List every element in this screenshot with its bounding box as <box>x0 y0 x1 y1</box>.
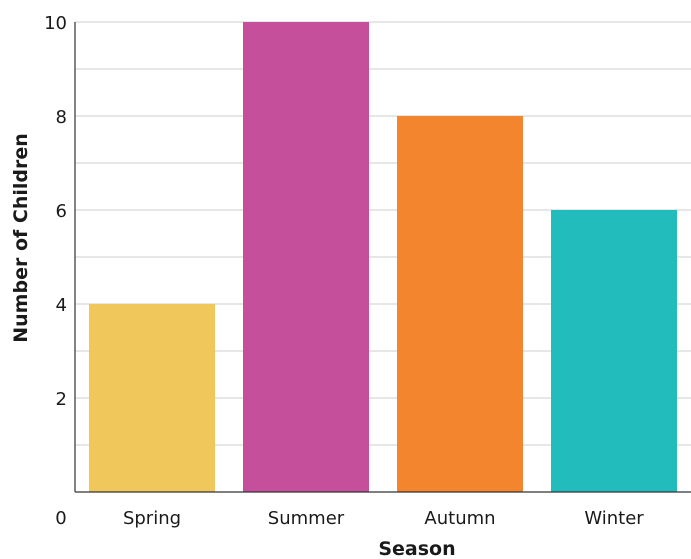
x-tick-label: Winter <box>584 508 644 529</box>
y-axis-title: Number of Children <box>10 133 32 343</box>
x-axis-title: Season <box>378 538 455 559</box>
bar-winter <box>551 210 677 492</box>
y-tick-label: 0 <box>55 508 66 529</box>
y-tick-label: 4 <box>56 295 67 316</box>
axes <box>74 22 691 493</box>
x-tick-label: Summer <box>268 508 345 529</box>
y-tick-label: 8 <box>56 107 67 128</box>
x-tick-label: Autumn <box>424 508 495 529</box>
bar-autumn <box>397 116 523 492</box>
y-tick-label: 2 <box>56 389 67 410</box>
bars <box>89 22 677 492</box>
bar-summer <box>243 22 369 492</box>
x-tick-label: Spring <box>123 508 181 529</box>
bar-spring <box>89 304 215 492</box>
y-tick-label: 10 <box>44 13 67 34</box>
y-tick-labels: 0 2 4 6 8 10 <box>44 13 67 529</box>
y-tick-label: 6 <box>56 201 67 222</box>
x-tick-labels: Spring Summer Autumn Winter <box>123 508 644 529</box>
